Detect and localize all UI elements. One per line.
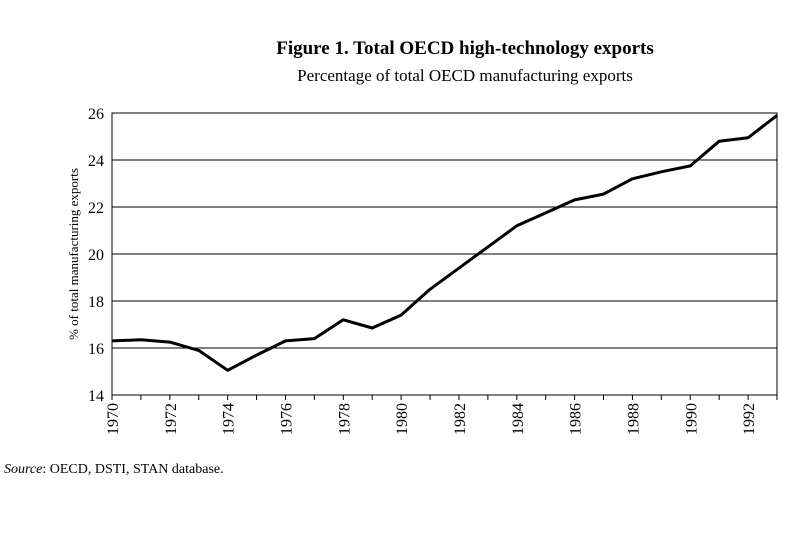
x-tick-label: 1980 bbox=[394, 403, 411, 435]
y-tick-label: 14 bbox=[88, 388, 104, 405]
data-point bbox=[255, 354, 258, 357]
data-point bbox=[342, 318, 345, 321]
data-point bbox=[486, 245, 489, 248]
data-point bbox=[631, 177, 634, 180]
y-tick-label: 18 bbox=[88, 294, 104, 311]
data-point bbox=[573, 198, 576, 201]
data-point bbox=[457, 267, 460, 270]
x-tick-label: 1972 bbox=[163, 403, 180, 435]
chart-title: Figure 1. Total OECD high-technology exp… bbox=[276, 38, 654, 59]
y-tick-label: 16 bbox=[88, 341, 104, 358]
data-point bbox=[544, 211, 547, 214]
data-point bbox=[313, 337, 316, 340]
data-point bbox=[515, 224, 518, 227]
x-tick-label: 1986 bbox=[568, 403, 585, 435]
y-tick-label: 24 bbox=[88, 153, 104, 170]
data-point bbox=[689, 164, 692, 167]
data-point bbox=[226, 369, 229, 372]
x-tick-label: 1976 bbox=[278, 403, 295, 435]
x-tick-label: 1970 bbox=[105, 403, 122, 435]
x-tick-label: 1988 bbox=[625, 403, 642, 435]
source-text: : OECD, DSTI, STAN database. bbox=[42, 462, 224, 477]
plot-frame bbox=[111, 112, 778, 396]
data-point bbox=[284, 339, 287, 342]
series-line bbox=[111, 114, 778, 372]
y-tick-label: 26 bbox=[88, 106, 104, 123]
data-point bbox=[747, 136, 750, 139]
data-point bbox=[776, 114, 779, 117]
source-label: Source bbox=[4, 462, 43, 477]
data-point bbox=[660, 170, 663, 173]
data-point bbox=[197, 349, 200, 352]
y-axis-label: % of total manufacturing exports bbox=[66, 168, 81, 340]
chart-subtitle: Percentage of total OECD manufacturing e… bbox=[297, 66, 633, 85]
data-point bbox=[371, 327, 374, 330]
y-tick-label: 22 bbox=[88, 200, 104, 217]
data-point bbox=[111, 339, 114, 342]
y-tick-label: 20 bbox=[88, 247, 104, 264]
x-tick-label: 1974 bbox=[221, 403, 238, 435]
x-tick-label: 1982 bbox=[452, 403, 469, 435]
x-tick-label: 1978 bbox=[336, 403, 353, 435]
data-point bbox=[168, 341, 171, 344]
x-tick-label: 1992 bbox=[741, 403, 758, 435]
data-point bbox=[718, 140, 721, 143]
source-note: Source: OECD, DSTI, STAN database. bbox=[4, 462, 224, 478]
data-point bbox=[400, 314, 403, 317]
x-tick-label: 1990 bbox=[683, 403, 700, 435]
data-point bbox=[139, 338, 142, 341]
data-point bbox=[429, 288, 432, 291]
x-tick-label: 1984 bbox=[510, 403, 527, 435]
data-point bbox=[602, 193, 605, 196]
